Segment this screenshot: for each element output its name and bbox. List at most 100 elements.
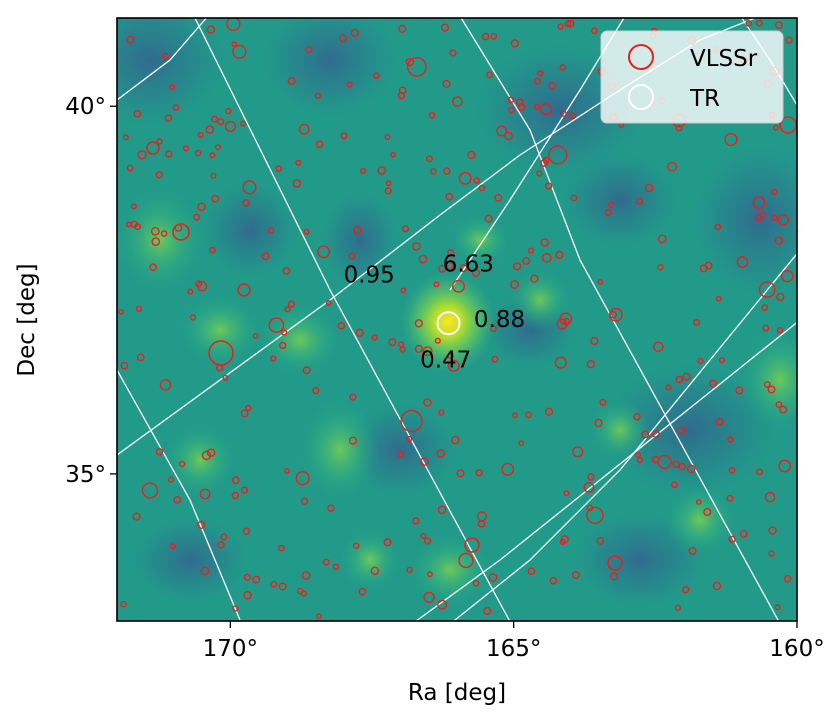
vlssr-source-marker — [712, 581, 722, 591]
vlssr-source-marker — [446, 249, 455, 257]
heatmap-blob — [117, 18, 230, 130]
vlssr-source-marker — [688, 546, 697, 556]
flux-annotation: 0.95 — [344, 263, 395, 289]
vlssr-source-marker — [555, 250, 564, 260]
vlssr-source-marker — [161, 52, 170, 61]
vlssr-source-marker — [189, 314, 197, 321]
vlssr-source-marker — [554, 356, 567, 369]
vlssr-source-marker — [527, 247, 535, 254]
vlssr-source-marker — [472, 579, 480, 587]
vlssr-source-marker — [739, 530, 748, 538]
vlssr-source-marker — [317, 245, 330, 259]
vlssr-source-marker — [477, 520, 486, 528]
vlssr-source-marker — [126, 164, 134, 172]
vlssr-source-marker — [169, 84, 176, 91]
vlssr-source-marker — [405, 57, 415, 67]
vlssr-source-marker — [172, 223, 190, 241]
heatmap-blob — [410, 535, 490, 605]
vlssr-source-marker — [785, 36, 793, 44]
vlssr-source-marker — [197, 131, 204, 138]
vlssr-source-marker — [568, 112, 577, 120]
vlssr-source-marker — [651, 455, 660, 464]
vlssr-source-marker — [442, 79, 451, 89]
vlssr-source-marker — [141, 482, 159, 499]
vlssr-source-marker — [763, 381, 771, 388]
vlssr-source-marker — [377, 166, 387, 175]
heatmap-blob — [600, 360, 780, 500]
vlssr-source-marker — [549, 577, 558, 585]
vlssr-source-marker — [348, 436, 358, 445]
vlssr-source-marker — [314, 92, 322, 99]
vlssr-source-marker — [370, 566, 380, 576]
vlssr-source-marker — [471, 268, 481, 277]
heatmap-blob — [320, 190, 400, 290]
vlssr-source-marker — [301, 571, 311, 580]
vlssr-source-marker — [443, 167, 451, 175]
vlssr-source-marker — [243, 573, 251, 581]
vlssr-source-marker — [586, 504, 594, 512]
vlssr-source-marker — [279, 341, 287, 350]
vlssr-source-marker — [451, 435, 460, 445]
heatmap-blob — [400, 272, 496, 372]
heatmap-blob — [130, 515, 250, 605]
vlssr-source-marker — [397, 91, 406, 100]
vlssr-source-marker — [156, 138, 163, 145]
vlssr-source-marker — [206, 448, 216, 458]
grid-line — [460, 18, 780, 621]
vlssr-source-marker — [774, 604, 781, 611]
grid-line — [452, 252, 797, 621]
vlssr-source-marker — [507, 96, 515, 104]
heatmap-blob — [180, 295, 260, 365]
vlssr-source-marker — [159, 379, 172, 391]
vlssr-source-marker — [510, 39, 519, 48]
y-tick-label: 35° — [65, 462, 106, 488]
vlssr-source-marker — [783, 575, 792, 583]
vlssr-source-marker — [508, 106, 515, 114]
vlssr-source-marker — [452, 96, 463, 107]
legend: VLSSr TR — [600, 30, 784, 124]
vlssr-source-marker — [430, 168, 437, 175]
vlssr-source-marker — [718, 357, 726, 364]
x-tick-label: 170° — [203, 636, 258, 662]
vlssr-source-marker — [671, 481, 678, 489]
vlssr-source-marker — [633, 413, 641, 421]
vlssr-source-marker — [137, 150, 147, 160]
heatmap-blob — [740, 330, 797, 430]
vlssr-source-marker — [165, 150, 173, 158]
grid-line — [117, 369, 241, 621]
vlssr-source-marker — [208, 340, 234, 366]
vlssr-source-marker — [489, 325, 497, 333]
vlssr-source-marker — [224, 120, 237, 133]
vlssr-source-marker — [559, 64, 567, 71]
vlssr-source-marker — [666, 161, 678, 172]
vlssr-source-marker — [406, 436, 413, 443]
vlssr-source-marker — [201, 450, 212, 461]
vlssr-source-marker — [484, 214, 493, 223]
vlssr-source-marker — [636, 457, 643, 464]
vlssr-source-marker — [609, 307, 623, 322]
vlssr-source-marker — [226, 18, 241, 31]
vlssr-source-marker — [352, 225, 362, 235]
heatmap-blob — [560, 150, 680, 250]
vlssr-source-marker — [779, 116, 797, 134]
vlssr-source-marker — [295, 159, 302, 166]
vlssr-source-marker — [709, 379, 718, 388]
vlssr-source-marker — [542, 156, 550, 164]
vlssr-source-marker — [122, 134, 129, 141]
x-tick-label: 165° — [486, 636, 541, 662]
vlssr-source-marker — [594, 418, 603, 428]
vlssr-source-marker — [242, 180, 257, 195]
vlssr-source-marker — [214, 144, 222, 151]
vlssr-source-marker — [758, 281, 776, 298]
vlssr-source-marker — [570, 194, 578, 202]
vlssr-source-marker — [133, 110, 142, 118]
vlssr-source-marker — [447, 352, 454, 360]
vlssr-source-marker — [714, 223, 722, 231]
vlssr-source-marker — [548, 81, 557, 90]
vlssr-source-marker — [677, 426, 686, 435]
vlssr-source-marker — [195, 280, 203, 288]
x-tick-label: 160° — [769, 636, 824, 662]
vlssr-source-marker — [456, 469, 465, 478]
heatmap-blob — [510, 270, 570, 330]
vlssr-source-marker — [400, 287, 407, 294]
